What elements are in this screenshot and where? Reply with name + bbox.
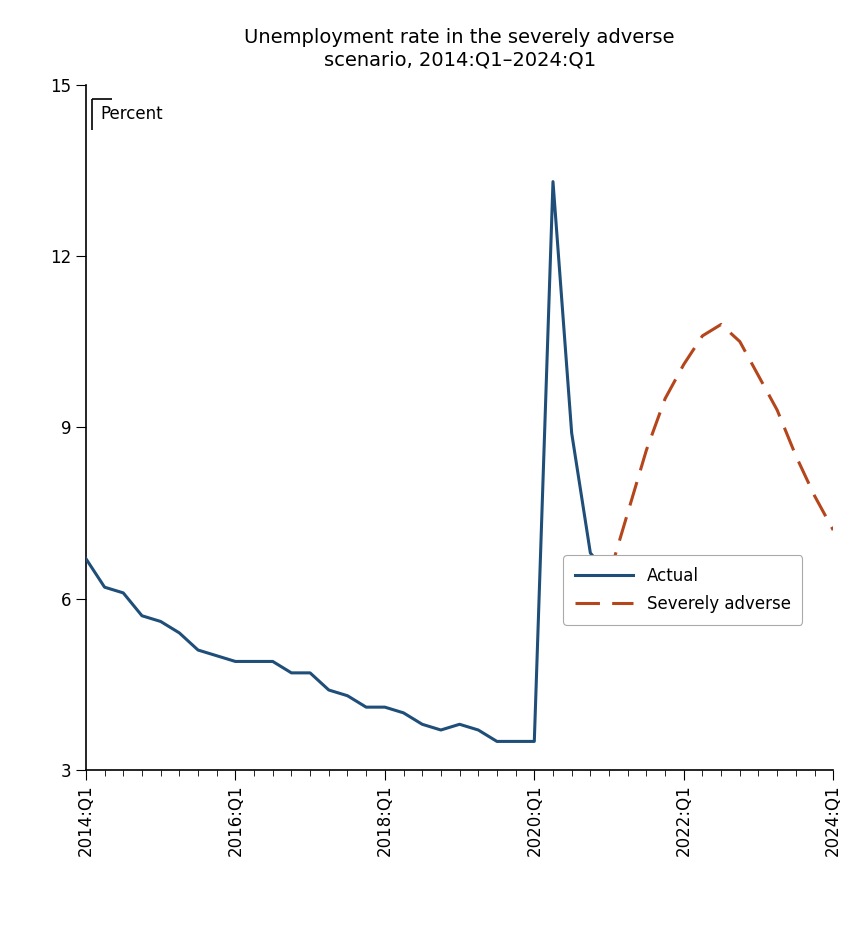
Line: Severely adverse: Severely adverse <box>609 324 833 576</box>
Severely adverse <box>679 359 689 370</box>
Severely adverse <box>753 370 764 381</box>
Actual <box>342 690 352 701</box>
Actual <box>548 176 558 187</box>
Actual <box>174 627 185 639</box>
Actual <box>454 718 465 730</box>
Actual <box>529 736 539 747</box>
Severely adverse <box>734 336 745 347</box>
Actual <box>230 655 241 667</box>
Text: Percent: Percent <box>101 105 163 123</box>
Actual <box>155 616 166 627</box>
Actual <box>249 655 259 667</box>
Actual <box>510 736 521 747</box>
Actual <box>324 685 334 696</box>
Severely adverse <box>641 444 651 455</box>
Actual <box>137 610 147 622</box>
Line: Actual: Actual <box>86 181 609 742</box>
Actual <box>286 668 296 679</box>
Actual <box>399 707 409 718</box>
Actual <box>118 587 128 598</box>
Severely adverse <box>604 570 614 581</box>
Actual <box>81 553 91 564</box>
Actual <box>267 655 277 667</box>
Severely adverse <box>828 524 838 535</box>
Actual <box>491 736 502 747</box>
Legend: Actual, Severely adverse: Actual, Severely adverse <box>564 555 802 624</box>
Actual <box>566 427 576 439</box>
Actual <box>380 701 390 713</box>
Title: Unemployment rate in the severely adverse
scenario, 2014:Q1–2024:Q1: Unemployment rate in the severely advers… <box>244 28 675 69</box>
Severely adverse <box>623 507 633 518</box>
Actual <box>211 650 222 661</box>
Actual <box>361 701 371 713</box>
Actual <box>100 581 110 593</box>
Actual <box>305 668 315 679</box>
Severely adverse <box>790 450 801 461</box>
Actual <box>417 718 427 730</box>
Actual <box>585 547 595 559</box>
Actual <box>473 724 484 735</box>
Severely adverse <box>716 318 726 330</box>
Actual <box>436 724 446 735</box>
Severely adverse <box>660 393 670 405</box>
Severely adverse <box>772 405 783 416</box>
Severely adverse <box>698 331 708 342</box>
Severely adverse <box>809 490 819 501</box>
Actual <box>604 570 614 581</box>
Actual <box>192 644 203 655</box>
